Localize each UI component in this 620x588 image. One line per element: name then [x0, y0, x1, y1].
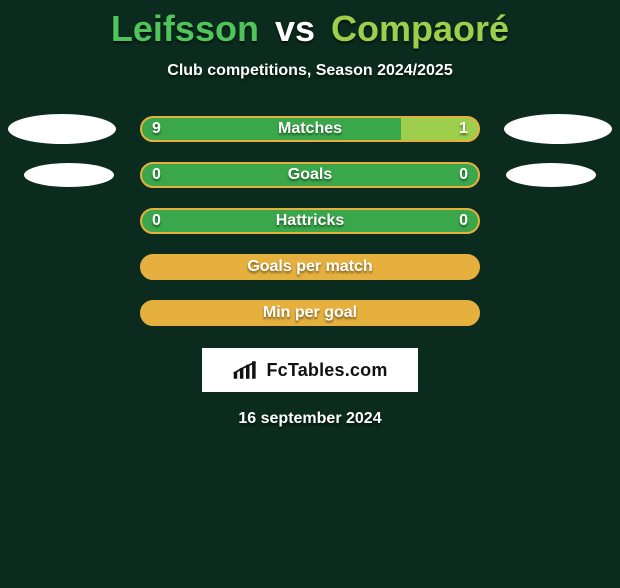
player1-badge: [24, 163, 114, 187]
player1-badge: [8, 114, 116, 144]
stats-container: 91Matches 00Goals 00Hattricks Goals per mat…: [0, 116, 620, 326]
player2-name: Compaoré: [331, 8, 509, 49]
stat-label: Goals per match: [142, 256, 478, 280]
stat-row: Goals per match: [0, 254, 620, 280]
stat-label: Goals: [142, 164, 478, 188]
chart-icon: [232, 359, 260, 381]
stat-bar: Goals per match: [140, 254, 480, 280]
vs-label: vs: [275, 8, 315, 49]
stat-row: Min per goal: [0, 300, 620, 326]
logo-text: FcTables.com: [266, 360, 387, 381]
site-logo[interactable]: FcTables.com: [202, 348, 418, 392]
stat-row: 00Goals: [0, 162, 620, 188]
stat-bar: Min per goal: [140, 300, 480, 326]
stat-bar: 91Matches: [140, 116, 480, 142]
player2-badge: [506, 163, 596, 187]
subtitle: Club competitions, Season 2024/2025: [0, 62, 620, 80]
player1-name: Leifsson: [111, 8, 259, 49]
stat-bar: 00Hattricks: [140, 208, 480, 234]
player2-badge: [504, 114, 612, 144]
comparison-title: Leifsson vs Compaoré: [0, 8, 620, 50]
stat-row: 00Hattricks: [0, 208, 620, 234]
stat-label: Hattricks: [142, 210, 478, 234]
stat-bar: 00Goals: [140, 162, 480, 188]
stat-label: Matches: [142, 118, 478, 142]
stat-label: Min per goal: [142, 302, 478, 326]
date-label: 16 september 2024: [0, 410, 620, 428]
stat-row: 91Matches: [0, 116, 620, 142]
